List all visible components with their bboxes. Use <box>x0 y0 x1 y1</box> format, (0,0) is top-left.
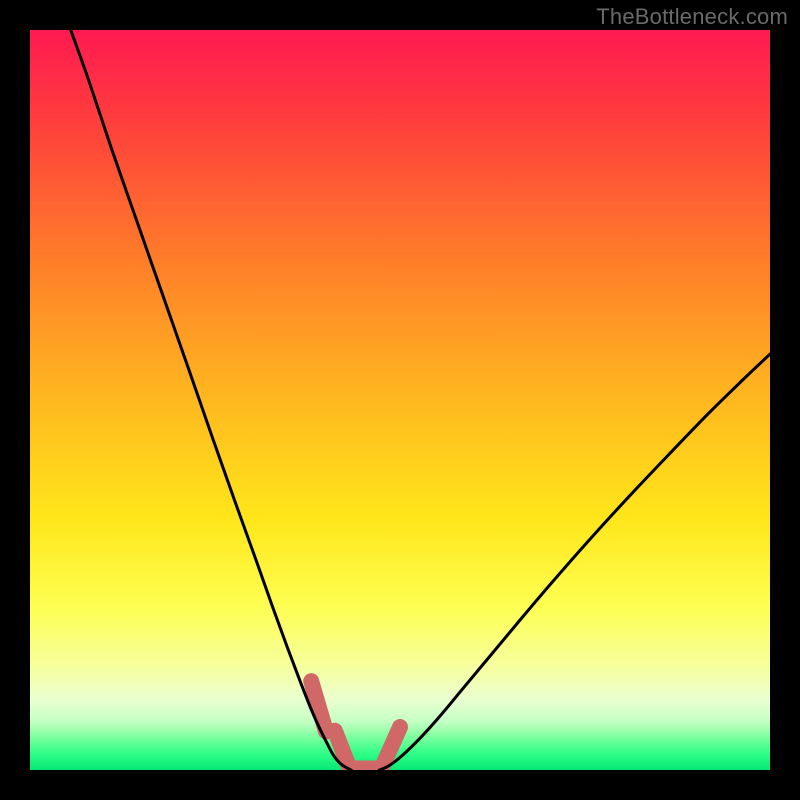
highlight-v-right <box>382 727 401 768</box>
plot-area <box>30 30 770 770</box>
bottleneck-curves <box>71 30 770 770</box>
watermark-text: TheBottleneck.com <box>596 4 788 30</box>
curves-layer <box>30 30 770 770</box>
curve-right-branch <box>379 354 770 770</box>
highlight-overlay <box>311 681 400 768</box>
curve-left-branch <box>71 30 351 770</box>
